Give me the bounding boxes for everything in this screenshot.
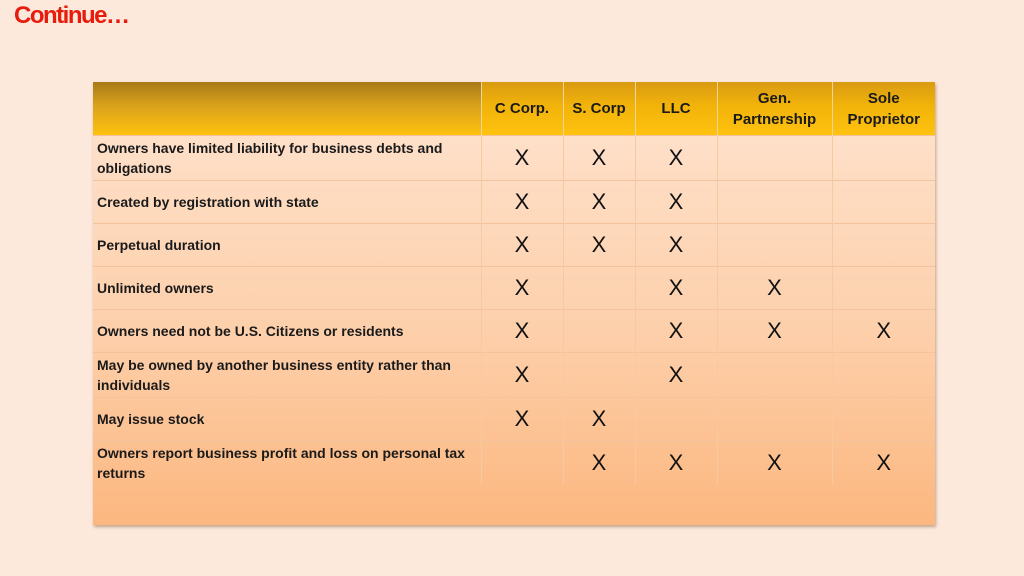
mark-cell: X: [563, 397, 636, 441]
mark-cell: X: [635, 223, 718, 267]
mark-cell: X: [635, 180, 718, 224]
mark-cell: X: [635, 309, 718, 353]
mark-cell: [832, 266, 935, 310]
feature-label: Owners have limited liability for busine…: [93, 135, 482, 181]
mark-cell: X: [717, 309, 833, 353]
table-row: Unlimited owners X X X: [93, 266, 935, 310]
feature-label: Owners need not be U.S. Citizens or resi…: [93, 309, 482, 353]
table-row: Owners have limited liability for busine…: [93, 135, 935, 181]
mark-cell: [717, 180, 833, 224]
mark-cell: X: [717, 440, 833, 485]
mark-cell: X: [832, 440, 935, 485]
mark-cell: [717, 223, 833, 267]
table-row: Perpetual duration X X X: [93, 223, 935, 267]
mark-cell: [563, 352, 636, 398]
mark-cell: X: [481, 223, 564, 267]
mark-cell: X: [481, 309, 564, 353]
column-header-c-corp: C Corp.: [481, 82, 564, 136]
table-row: Created by registration with state X X X: [93, 180, 935, 224]
mark-cell: X: [481, 135, 564, 181]
mark-cell: X: [635, 135, 718, 181]
column-header-gen-partnership: Gen. Partnership: [717, 82, 833, 136]
column-header-sole-proprietor: Sole Proprietor: [832, 82, 935, 136]
table-row: Owners report business profit and loss o…: [93, 440, 935, 485]
mark-cell: X: [481, 352, 564, 398]
feature-label: May issue stock: [93, 397, 482, 441]
mark-cell: [717, 352, 833, 398]
mark-cell: X: [481, 180, 564, 224]
mark-cell: [717, 397, 833, 441]
comparison-table-container: C Corp. S. Corp LLC Gen. Partnership Sol…: [93, 82, 935, 525]
column-header-s-corp: S. Corp: [563, 82, 636, 136]
table-row: Owners need not be U.S. Citizens or resi…: [93, 309, 935, 353]
mark-cell: X: [481, 397, 564, 441]
feature-label: May be owned by another business entity …: [93, 352, 482, 398]
column-header-llc: LLC: [635, 82, 718, 136]
mark-cell: [717, 135, 833, 181]
mark-cell: X: [635, 440, 718, 485]
mark-cell: [832, 397, 935, 441]
feature-label: Owners report business profit and loss o…: [93, 440, 482, 485]
header-corner-cell: [93, 82, 482, 136]
table-header-row: C Corp. S. Corp LLC Gen. Partnership Sol…: [93, 82, 935, 136]
mark-cell: [832, 352, 935, 398]
mark-cell: [481, 440, 564, 485]
mark-cell: [832, 180, 935, 224]
table-row: May issue stock X X: [93, 397, 935, 441]
table-row: May be owned by another business entity …: [93, 352, 935, 398]
mark-cell: [563, 309, 636, 353]
mark-cell: X: [635, 352, 718, 398]
mark-cell: X: [635, 266, 718, 310]
mark-cell: X: [563, 135, 636, 181]
slide-title: Continue…: [14, 2, 130, 29]
feature-label: Created by registration with state: [93, 180, 482, 224]
mark-cell: [832, 223, 935, 267]
feature-label: Unlimited owners: [93, 266, 482, 310]
mark-cell: X: [832, 309, 935, 353]
mark-cell: X: [563, 180, 636, 224]
mark-cell: X: [563, 223, 636, 267]
feature-label: Perpetual duration: [93, 223, 482, 267]
mark-cell: [635, 397, 718, 441]
mark-cell: X: [717, 266, 833, 310]
mark-cell: X: [481, 266, 564, 310]
mark-cell: [832, 135, 935, 181]
mark-cell: [563, 266, 636, 310]
mark-cell: X: [563, 440, 636, 485]
business-entity-comparison-table: C Corp. S. Corp LLC Gen. Partnership Sol…: [93, 82, 935, 485]
